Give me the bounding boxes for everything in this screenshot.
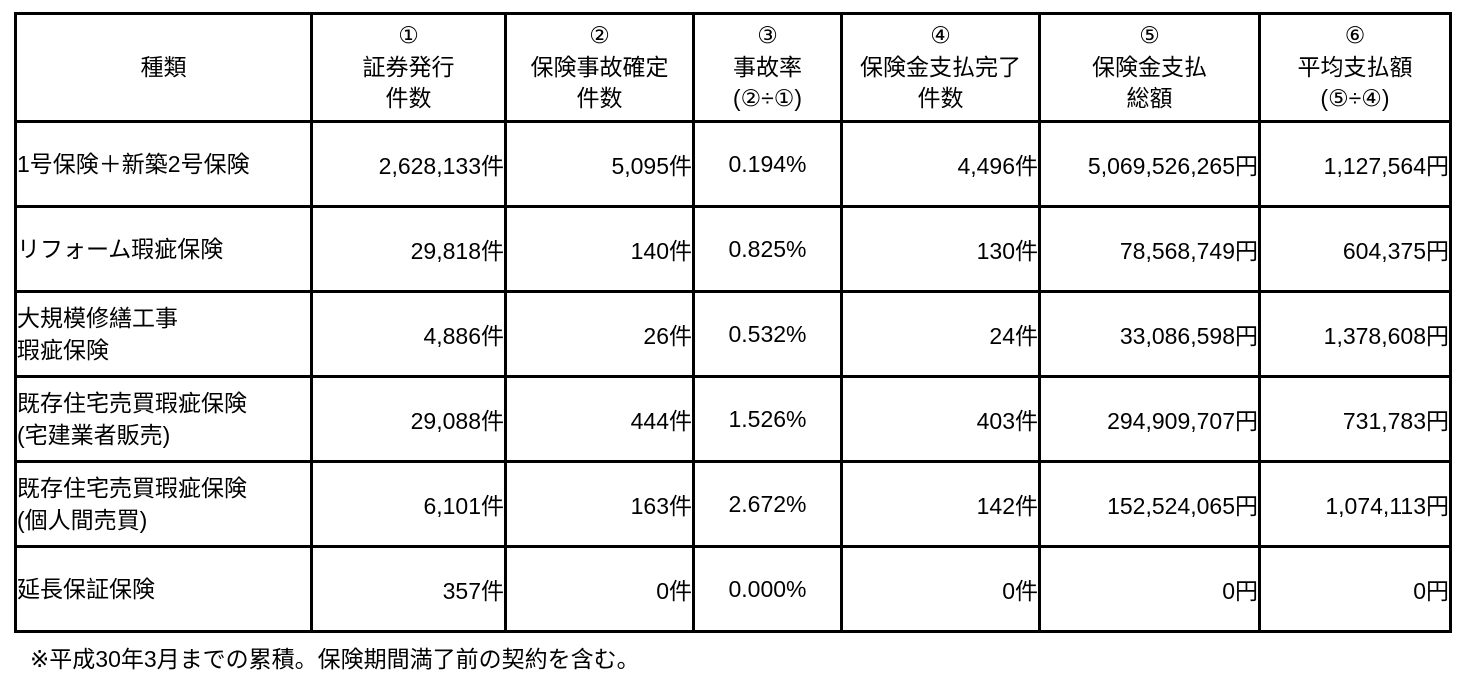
header-certificates-issued: ① 証券発行 件数 (310, 12, 507, 123)
total-paid-cell: 0円 (1038, 545, 1261, 633)
issued-count-cell: 357件 (310, 545, 507, 633)
header-average-payment: ⑥ 平均支払額 (⑤÷④) (1258, 12, 1452, 123)
confirmed-count-cell: 5,095件 (504, 120, 695, 208)
total-paid-cell: 294,909,707円 (1038, 375, 1261, 463)
row-type-cell: 1号保険＋新築2号保険 (14, 120, 313, 208)
confirmed-count-cell: 444件 (504, 375, 695, 463)
header-total-paid: ⑤ 保険金支払 総額 (1038, 12, 1261, 123)
header-type: 種類 (14, 12, 313, 123)
issued-count-cell: 4,886件 (310, 290, 507, 378)
confirmed-count-cell: 163件 (504, 460, 695, 548)
header-accidents-confirmed: ② 保険事故確定 件数 (504, 12, 695, 123)
paid-count-cell: 24件 (840, 290, 1041, 378)
accident-rate-cell: 1.526% (692, 375, 843, 463)
accident-rate-cell: 0.532% (692, 290, 843, 378)
table-row: 延長保証保険 357件 0件 0.000% 0件 0円 0円 (14, 545, 1452, 633)
table-row: 1号保険＋新築2号保険 2,628,133件 5,095件 0.194% 4,4… (14, 120, 1452, 208)
header-payments-completed: ④ 保険金支払完了 件数 (840, 12, 1041, 123)
total-paid-cell: 33,086,598円 (1038, 290, 1261, 378)
issued-count-cell: 6,101件 (310, 460, 507, 548)
confirmed-count-cell: 140件 (504, 205, 695, 293)
accident-rate-cell: 0.000% (692, 545, 843, 633)
table-row: 既存住宅売買瑕疵保険 (個人間売買) 6,101件 163件 2.672% 14… (14, 460, 1452, 548)
insurance-stats-table: 種類 ① 証券発行 件数 ② 保険事故確定 件数 ③ 事故率 (②÷①) ④ 保… (14, 12, 1452, 633)
average-paid-cell: 604,375円 (1258, 205, 1452, 293)
paid-count-cell: 142件 (840, 460, 1041, 548)
confirmed-count-cell: 0件 (504, 545, 695, 633)
header-accident-rate: ③ 事故率 (②÷①) (692, 12, 843, 123)
row-type-cell: 延長保証保険 (14, 545, 313, 633)
table-row: リフォーム瑕疵保険 29,818件 140件 0.825% 130件 78,56… (14, 205, 1452, 293)
issued-count-cell: 29,088件 (310, 375, 507, 463)
paid-count-cell: 130件 (840, 205, 1041, 293)
total-paid-cell: 152,524,065円 (1038, 460, 1261, 548)
paid-count-cell: 4,496件 (840, 120, 1041, 208)
row-type-cell: リフォーム瑕疵保険 (14, 205, 313, 293)
accident-rate-cell: 0.194% (692, 120, 843, 208)
average-paid-cell: 1,378,608円 (1258, 290, 1452, 378)
row-type-cell: 既存住宅売買瑕疵保険 (個人間売買) (14, 460, 313, 548)
total-paid-cell: 78,568,749円 (1038, 205, 1261, 293)
header-row: 種類 ① 証券発行 件数 ② 保険事故確定 件数 ③ 事故率 (②÷①) ④ 保… (14, 12, 1452, 123)
confirmed-count-cell: 26件 (504, 290, 695, 378)
footnote: ※平成30年3月までの累積。保険期間満了前の契約を含む。 (30, 646, 640, 672)
average-paid-cell: 1,127,564円 (1258, 120, 1452, 208)
accident-rate-cell: 0.825% (692, 205, 843, 293)
average-paid-cell: 0円 (1258, 545, 1452, 633)
paid-count-cell: 0件 (840, 545, 1041, 633)
total-paid-cell: 5,069,526,265円 (1038, 120, 1261, 208)
issued-count-cell: 29,818件 (310, 205, 507, 293)
issued-count-cell: 2,628,133件 (310, 120, 507, 208)
paid-count-cell: 403件 (840, 375, 1041, 463)
average-paid-cell: 731,783円 (1258, 375, 1452, 463)
row-type-cell: 既存住宅売買瑕疵保険 (宅建業者販売) (14, 375, 313, 463)
row-type-cell: 大規模修繕工事 瑕疵保険 (14, 290, 313, 378)
average-paid-cell: 1,074,113円 (1258, 460, 1452, 548)
table-row: 既存住宅売買瑕疵保険 (宅建業者販売) 29,088件 444件 1.526% … (14, 375, 1452, 463)
accident-rate-cell: 2.672% (692, 460, 843, 548)
table-row: 大規模修繕工事 瑕疵保険 4,886件 26件 0.532% 24件 33,08… (14, 290, 1452, 378)
